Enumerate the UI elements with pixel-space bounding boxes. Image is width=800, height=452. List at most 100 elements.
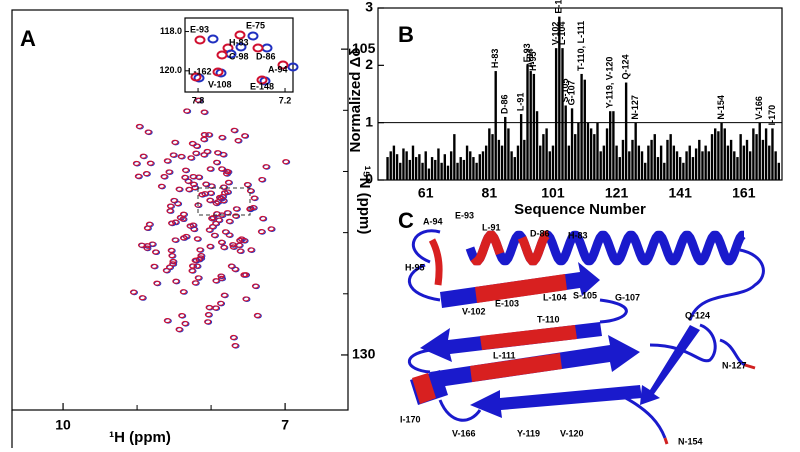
plot-frame xyxy=(377,7,783,181)
peak-red xyxy=(178,312,186,319)
bar-annotation: H-95 xyxy=(528,51,538,71)
peak-red xyxy=(212,200,220,206)
peak-red xyxy=(179,211,188,217)
helix xyxy=(465,230,747,266)
loop xyxy=(407,348,431,374)
bar xyxy=(395,154,399,180)
peak-red xyxy=(243,181,251,188)
peak-red xyxy=(206,166,214,172)
peak-red xyxy=(217,300,225,306)
x-tick-label: 81 xyxy=(482,185,498,201)
bar xyxy=(481,151,485,180)
peak-red xyxy=(169,258,177,264)
peak-red xyxy=(232,206,240,212)
bar xyxy=(494,71,497,180)
bar xyxy=(405,151,408,180)
peak-red xyxy=(218,194,227,200)
bar xyxy=(675,151,679,180)
bar xyxy=(488,128,491,180)
peak-red xyxy=(212,278,220,284)
peak-red xyxy=(169,152,177,158)
bar-panel: 0 1 2 3 61 81 101 121 141 161 Sequence Number Norma… xyxy=(347,0,783,218)
bar xyxy=(691,157,695,180)
bar xyxy=(545,128,548,180)
loop xyxy=(411,229,441,264)
bar-annotation: Y-119, V-120 xyxy=(605,57,615,109)
x-tick-label: 10 xyxy=(55,417,71,433)
peak-red xyxy=(200,136,208,142)
bar xyxy=(583,79,586,180)
y-tick-label: 1 xyxy=(365,113,373,129)
peak-red xyxy=(163,158,171,164)
inset-peak-label: D-86 xyxy=(256,51,276,61)
bar xyxy=(663,162,666,180)
peak-red xyxy=(138,295,146,301)
bar xyxy=(500,145,504,180)
bar xyxy=(491,134,494,180)
bar xyxy=(714,128,717,180)
x-axis-label: Sequence Number xyxy=(514,201,646,218)
peak-red xyxy=(192,150,200,156)
inset-peak-red xyxy=(216,50,228,60)
peak-red xyxy=(206,197,214,203)
peak-red xyxy=(195,174,203,180)
y-axis-label: ¹⁵N (ppm) xyxy=(356,166,373,235)
peak-red xyxy=(212,305,220,311)
bar xyxy=(650,139,653,180)
inset-y-tick-label: 120.0 xyxy=(159,65,182,75)
peak-red xyxy=(188,140,196,146)
bar xyxy=(777,162,781,180)
bar-annotation: S-105 xyxy=(560,78,570,102)
peak-red xyxy=(258,176,266,183)
peak-red xyxy=(231,343,239,349)
bar xyxy=(453,134,456,180)
residue-label: Y-119 xyxy=(517,428,540,438)
bar xyxy=(726,145,730,180)
peak-red xyxy=(191,257,199,263)
residue-label: S-105 xyxy=(573,290,597,300)
peak-red xyxy=(206,243,214,249)
bar xyxy=(694,148,698,180)
peak-red xyxy=(170,197,178,203)
inset-peak-label: V-108 xyxy=(208,79,232,89)
loop-highlight xyxy=(428,238,443,286)
bar xyxy=(615,145,618,180)
bar xyxy=(774,151,777,180)
bar xyxy=(685,151,688,180)
bar xyxy=(596,122,599,180)
bar xyxy=(605,128,609,180)
bar xyxy=(729,139,733,180)
peak-red xyxy=(224,169,232,175)
y-tick-label: 0 xyxy=(365,171,373,187)
residue-label: N-154 xyxy=(678,436,703,446)
loop xyxy=(407,263,441,302)
bar-annotation: T-110, L-111 xyxy=(576,21,586,71)
peak-red xyxy=(257,229,265,235)
x-tick-label: 101 xyxy=(541,185,565,201)
x-tick-label: 121 xyxy=(605,185,629,201)
peak-red xyxy=(183,108,191,114)
residue-label: H-95 xyxy=(405,262,425,272)
peak-red xyxy=(179,216,187,222)
inset-x-tick-label: 7.2 xyxy=(279,95,292,105)
bar-annotation: N-127 xyxy=(630,95,640,120)
bar xyxy=(637,145,641,180)
bar xyxy=(561,48,564,181)
bar xyxy=(593,134,596,180)
peak-red xyxy=(143,225,151,231)
bar xyxy=(631,139,634,180)
bar xyxy=(564,105,567,180)
inset-peak-red xyxy=(190,72,202,82)
bar xyxy=(510,151,513,180)
peak-red xyxy=(193,263,201,269)
bar xyxy=(542,134,545,180)
residue-label: Q-124 xyxy=(685,310,710,320)
y-tick-label: 130 xyxy=(352,346,376,362)
strand-highlight xyxy=(475,274,567,303)
inset-peak-blue xyxy=(235,42,247,52)
bar xyxy=(519,114,523,180)
peak-red xyxy=(194,275,202,281)
y-tick-label: 105 xyxy=(352,40,376,56)
peak-red xyxy=(229,334,237,340)
residue-label: V-120 xyxy=(560,428,584,438)
